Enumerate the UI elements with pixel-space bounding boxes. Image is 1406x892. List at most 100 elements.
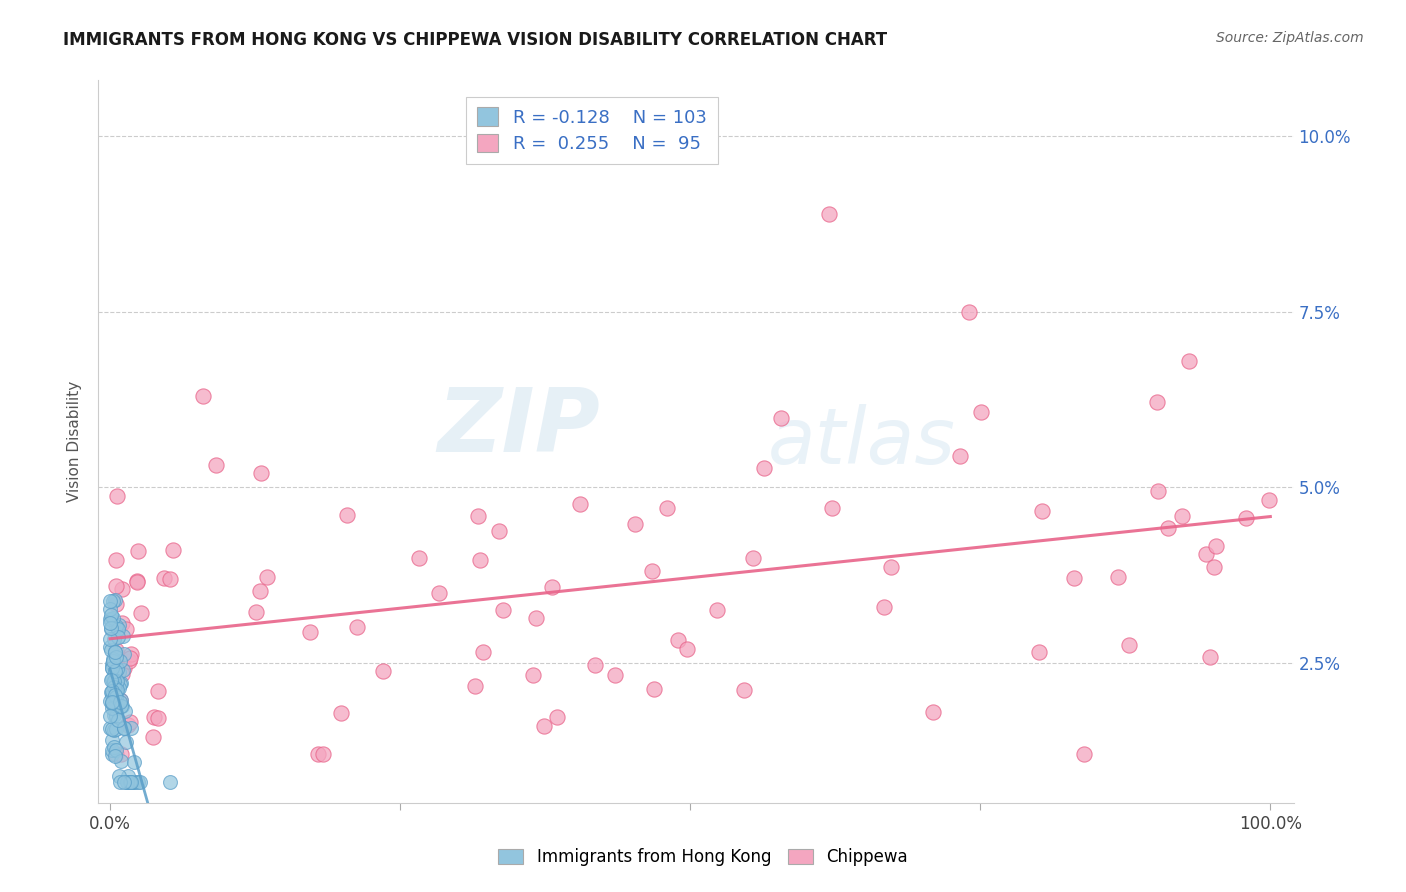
Point: [100, 632, 122, 646]
Point: [492, 602, 515, 616]
Point: [100, 608, 122, 623]
Point: [118, 774, 141, 789]
Point: [104, 645, 127, 659]
Point: [111, 582, 134, 597]
Point: [100, 612, 122, 626]
Text: ZIP: ZIP: [437, 384, 600, 471]
Point: [159, 573, 181, 587]
Point: [142, 709, 165, 723]
Point: [1178, 354, 1201, 368]
Point: [583, 657, 606, 672]
Point: [127, 544, 149, 558]
Point: [104, 688, 127, 702]
Point: [103, 657, 125, 672]
Point: [105, 742, 128, 756]
Point: [159, 774, 181, 789]
Point: [142, 730, 165, 744]
Point: [330, 706, 353, 720]
Point: [100, 661, 122, 675]
Point: [124, 774, 146, 789]
Point: [1205, 539, 1227, 553]
Point: [112, 721, 135, 735]
Point: [108, 665, 131, 680]
Legend: Immigrants from Hong Kong, Chippewa: Immigrants from Hong Kong, Chippewa: [492, 842, 914, 873]
Point: [101, 688, 124, 702]
Point: [204, 458, 226, 472]
Point: [114, 704, 136, 718]
Point: [112, 721, 135, 735]
Point: [107, 623, 129, 637]
Point: [120, 647, 142, 661]
Point: [249, 584, 271, 599]
Point: [111, 698, 134, 713]
Point: [298, 625, 321, 640]
Point: [101, 743, 124, 757]
Point: [103, 723, 125, 737]
Point: [467, 509, 489, 524]
Point: [100, 688, 122, 702]
Point: [103, 698, 125, 712]
Point: [603, 667, 626, 681]
Point: [256, 570, 278, 584]
Point: [524, 611, 547, 625]
Point: [100, 695, 122, 709]
Point: [733, 683, 755, 698]
Point: [120, 774, 142, 789]
Point: [101, 692, 124, 706]
Point: [101, 654, 124, 668]
Point: [754, 461, 776, 475]
Point: [162, 543, 184, 558]
Point: [108, 693, 131, 707]
Point: [101, 684, 124, 698]
Point: [1031, 504, 1053, 518]
Point: [1107, 569, 1129, 583]
Point: [1195, 548, 1218, 562]
Point: [949, 449, 972, 463]
Point: [98, 693, 122, 707]
Point: [522, 667, 544, 681]
Point: [110, 676, 132, 690]
Point: [427, 586, 450, 600]
Text: atlas: atlas: [768, 403, 956, 480]
Point: [643, 682, 665, 697]
Point: [153, 571, 176, 585]
Point: [110, 754, 132, 768]
Point: [250, 466, 273, 480]
Text: Source: ZipAtlas.com: Source: ZipAtlas.com: [1216, 31, 1364, 45]
Point: [120, 714, 142, 729]
Point: [1157, 521, 1180, 535]
Point: [108, 677, 131, 691]
Point: [114, 623, 136, 637]
Point: [104, 618, 127, 632]
Point: [105, 674, 128, 689]
Point: [623, 516, 645, 531]
Point: [100, 621, 122, 635]
Point: [1118, 638, 1140, 652]
Point: [104, 680, 127, 694]
Point: [676, 642, 699, 657]
Point: [770, 411, 793, 425]
Point: [1234, 511, 1257, 525]
Point: [98, 721, 122, 735]
Point: [100, 700, 122, 714]
Point: [540, 580, 562, 594]
Point: [112, 660, 135, 674]
Point: [108, 618, 131, 632]
Point: [471, 645, 494, 659]
Point: [668, 632, 690, 647]
Point: [336, 508, 359, 522]
Point: [103, 707, 125, 722]
Point: [104, 645, 127, 659]
Point: [107, 630, 129, 644]
Point: [100, 722, 122, 736]
Point: [100, 685, 122, 699]
Point: [112, 648, 135, 662]
Point: [655, 501, 678, 516]
Y-axis label: Vision Disability: Vision Disability: [67, 381, 83, 502]
Point: [1198, 649, 1220, 664]
Point: [408, 550, 430, 565]
Point: [104, 722, 127, 736]
Point: [1146, 395, 1168, 409]
Point: [118, 654, 141, 668]
Point: [104, 592, 127, 607]
